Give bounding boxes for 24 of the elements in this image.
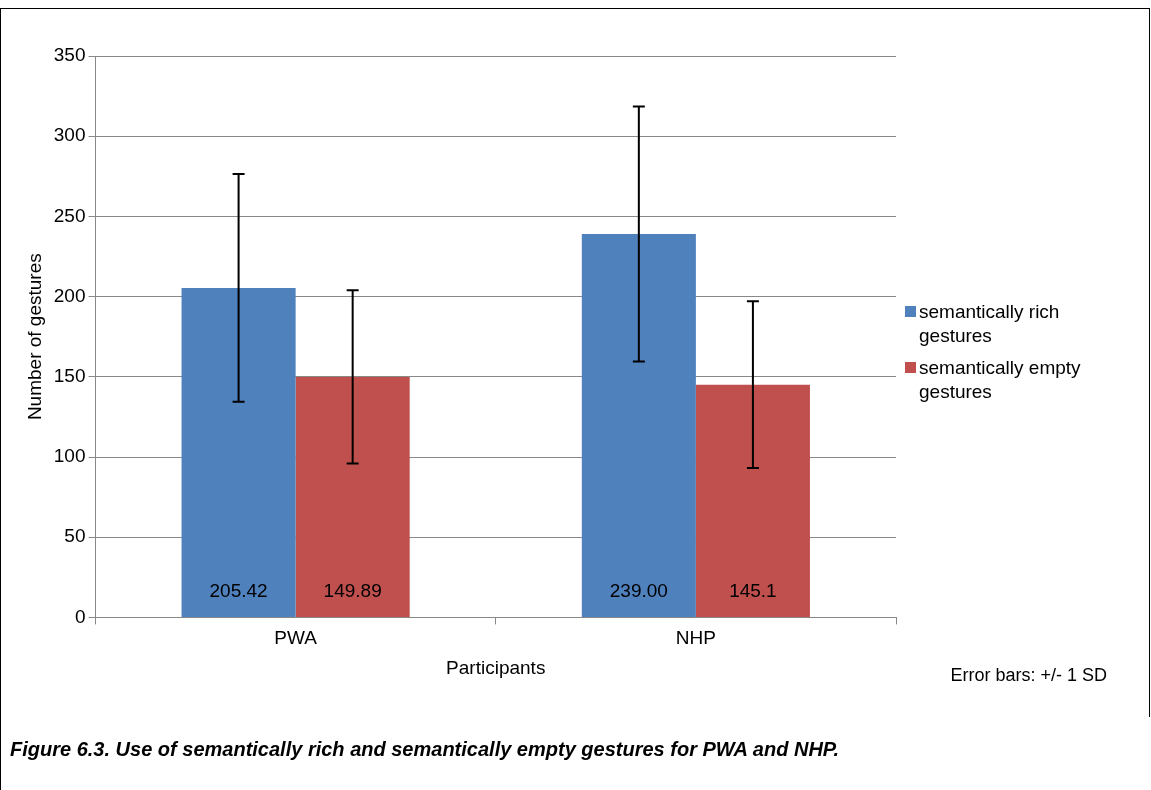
legend-label: semantically empty gestures (919, 356, 1082, 404)
legend-label: semantically rich gestures (919, 300, 1061, 348)
caption: Figure 6.3. Use of semantically rich and semantically empty gestures for PWA and NHP. (10, 738, 840, 761)
data-label: 145.1 (729, 579, 777, 601)
y-axis-title: Number of gestures (23, 253, 45, 421)
x-tick-label: PWA (274, 627, 318, 649)
bar (295, 376, 410, 617)
y-tick-label: 200 (53, 284, 86, 306)
text: Error bars: +/- 1 SD (950, 665, 1107, 686)
y-tick-label: 350 (53, 44, 86, 66)
bar (695, 384, 810, 617)
bar (181, 287, 296, 617)
data-label: 239.00 (609, 579, 668, 601)
x-tick-label: NHP (675, 627, 716, 649)
y-tick-label: 300 (53, 124, 86, 146)
y-tick-label: 100 (53, 445, 86, 467)
data-label: 205.42 (209, 579, 268, 601)
y-tick-label: 50 (64, 525, 86, 547)
x-axis-title: Participants (446, 656, 546, 678)
y-tick-label: 0 (74, 605, 86, 627)
data-label: 149.89 (323, 579, 382, 601)
y-tick-label: 250 (53, 204, 86, 226)
y-tick-label: 150 (53, 365, 86, 387)
bar (581, 234, 696, 617)
